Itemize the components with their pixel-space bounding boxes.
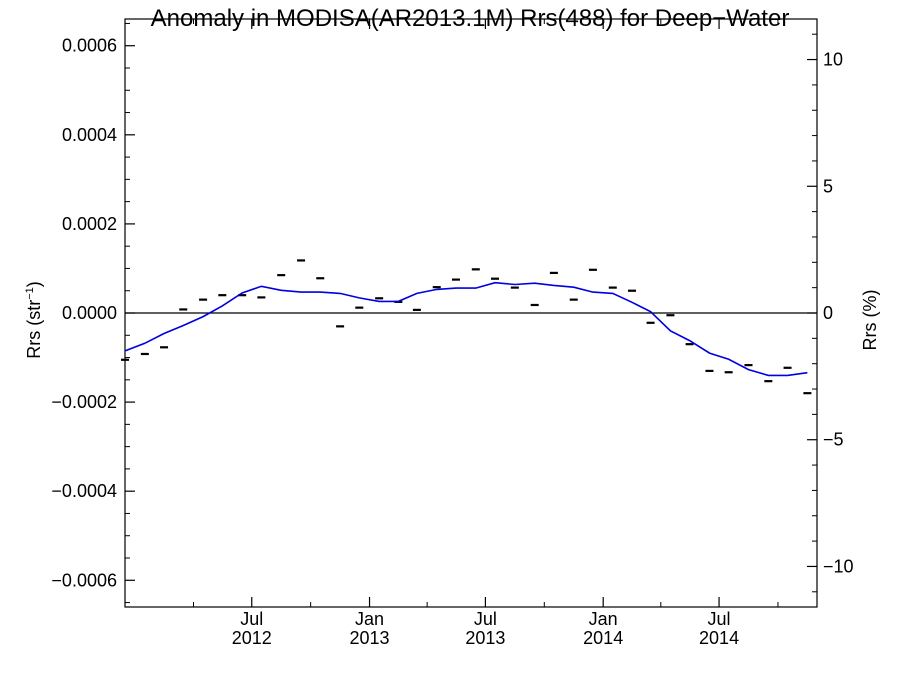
y2-tick-label: −10 (823, 556, 854, 576)
y2-tick-label: 0 (823, 303, 833, 323)
axes-group: 0.0006 0.0004 0.0002 0.0000 −0.0002 −0.0004 −0… (51, 18, 854, 648)
y-axis-label-close: ) (24, 281, 44, 287)
x-tick-label-month: Jul (474, 609, 497, 629)
trend-line (124, 281, 808, 377)
y2-tick-label: −5 (823, 430, 844, 450)
y-tick-label: 0.0006 (62, 36, 117, 56)
x-tick-label-year: 2014 (583, 628, 623, 648)
y-tick-label: −0.0004 (51, 481, 117, 501)
y-tick-label: −0.0006 (51, 570, 117, 590)
y-axis-label: Rrs (str−1) (24, 281, 44, 359)
right-y-axis-label: Rrs (%) (860, 290, 880, 351)
y-axis-label-main: Rrs (str (24, 300, 44, 359)
x-tick-label-year: 2013 (350, 628, 390, 648)
x-tick-label-month: Jul (240, 609, 263, 629)
y-tick-label: 0.0000 (62, 303, 117, 323)
y-tick-label: 0.0004 (62, 125, 117, 145)
y2-tick-label: 10 (823, 50, 843, 70)
x-tick-label-year: 2012 (232, 628, 272, 648)
y-tick-label: 0.0002 (62, 214, 117, 234)
x-tick-label-month: Jul (708, 609, 731, 629)
y-tick-label: −0.0002 (51, 392, 117, 412)
y-axis-label-text: Rrs (str−1) (24, 281, 44, 359)
x-tick-label-year: 2014 (699, 628, 739, 648)
x-tick-label-month: Jan (589, 609, 618, 629)
x-tick-label-year: 2013 (465, 628, 505, 648)
series-group (121, 259, 812, 395)
y2-tick-label: 5 (823, 176, 833, 196)
y-axis-label-superscript: −1 (24, 287, 36, 300)
x-tick-label-month: Jan (355, 609, 384, 629)
